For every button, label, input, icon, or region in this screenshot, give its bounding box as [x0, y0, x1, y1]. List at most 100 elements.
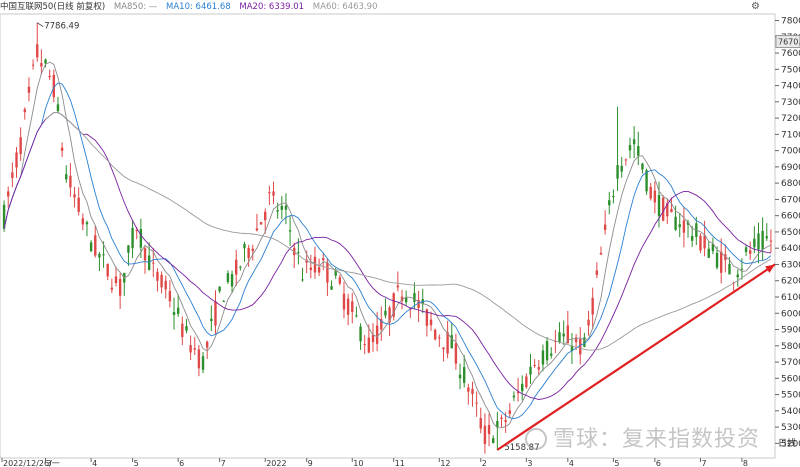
legend-ma60: MA60: 6463.90 [312, 2, 378, 12]
candle-body [189, 345, 192, 353]
trendline [496, 263, 776, 451]
x-tick-label: 6 [179, 459, 184, 467]
candle-body [686, 222, 690, 225]
candle-body [392, 293, 395, 317]
candle-body [541, 350, 545, 365]
candle-body [595, 270, 599, 275]
candle-body [744, 247, 748, 253]
candle-body [40, 63, 43, 67]
candle-body [235, 259, 238, 275]
candle-body [201, 356, 205, 370]
axis-unit-label: 日线 [777, 439, 796, 449]
candle-body [454, 343, 458, 364]
candle-body [624, 159, 628, 161]
candle-body [425, 309, 429, 326]
candle-body [384, 310, 387, 316]
candle-body [156, 271, 159, 281]
y-tick-label: 5900 [781, 326, 800, 336]
candle-body [205, 341, 209, 348]
candle-body [674, 216, 677, 230]
candle-body [471, 389, 474, 395]
candle-body [288, 230, 292, 232]
candle-body [508, 410, 511, 414]
y-tick-label: 6600 [781, 212, 800, 222]
candle-body [521, 383, 524, 392]
candle-body [214, 301, 217, 326]
candle-body [699, 235, 702, 251]
x-tick-label: 2022 [266, 459, 286, 467]
candle-body [322, 258, 325, 261]
y-tick-label: 7800 [781, 17, 800, 27]
candle-body [682, 220, 686, 233]
candle-body [197, 349, 201, 369]
candle-body [98, 253, 101, 258]
candle-body [52, 74, 56, 98]
candle-body [363, 344, 366, 346]
candle-body [562, 333, 565, 337]
candle-body [711, 243, 715, 252]
candle-body [19, 137, 22, 155]
ma60-line [45, 112, 772, 351]
candle-body [545, 340, 549, 361]
candle-body [467, 387, 470, 392]
candle-body [458, 374, 462, 379]
candle-body [301, 279, 304, 281]
high-pointer [37, 22, 44, 27]
candle-body [114, 276, 118, 284]
candle-body [2, 204, 6, 229]
candle-body [761, 230, 764, 250]
candle-body [603, 224, 607, 230]
candle-body [73, 194, 76, 198]
candle-body [230, 274, 234, 287]
candle-body [181, 323, 184, 337]
x-tick-label: 9 [308, 459, 313, 467]
candle-body [268, 192, 271, 194]
y-tick-label: 7300 [781, 98, 800, 108]
candle-body [193, 348, 196, 350]
candle-body [462, 366, 466, 383]
candle-body [740, 268, 744, 270]
candle-body [36, 44, 39, 58]
candle-body [413, 293, 416, 302]
trendline-arrowhead [765, 264, 775, 273]
ma5-line [3, 61, 772, 429]
y-axis: 5200 5300 5400 5500 5600 5700 5800 5900 6000 6100… [775, 17, 800, 449]
candle-body [110, 287, 114, 290]
y-tick-label: 6800 [781, 179, 800, 189]
y-tick-label: 5500 [781, 391, 800, 401]
gear-icon[interactable]: ⚙ [751, 1, 760, 12]
candle-body [7, 191, 10, 197]
candle-body [23, 109, 26, 113]
candle-body [690, 235, 694, 241]
candle-body [620, 165, 623, 172]
candle-body [537, 366, 540, 370]
moving-average-lines [3, 61, 772, 429]
candle-body [135, 229, 138, 232]
candle-body [77, 197, 80, 212]
candle-body [715, 252, 719, 268]
x-tick-label: 5 [614, 459, 619, 467]
legend-title: 中国互联网50(日线 前复权) [0, 2, 106, 12]
ma10-line [3, 82, 772, 420]
candle-body [185, 326, 188, 331]
candle-body [31, 64, 35, 66]
candle-body [313, 256, 317, 273]
candle-body [243, 243, 246, 249]
candle-body [239, 266, 242, 268]
candle-body [525, 376, 528, 388]
candle-body [176, 307, 180, 314]
candle-body [566, 325, 570, 344]
low-label: 5158.87 [504, 443, 539, 453]
candle-body [404, 297, 408, 303]
candle-body [346, 298, 350, 315]
y-tick-label: 6700 [781, 195, 800, 205]
candle-body [89, 242, 93, 252]
candle-body [309, 267, 313, 271]
candle-body [297, 252, 300, 254]
candle-body [757, 233, 760, 250]
y-tick-label: 6000 [781, 309, 800, 319]
x-tick-label: 7 [221, 459, 226, 467]
candle-body [570, 345, 574, 351]
candle-body [637, 146, 640, 156]
